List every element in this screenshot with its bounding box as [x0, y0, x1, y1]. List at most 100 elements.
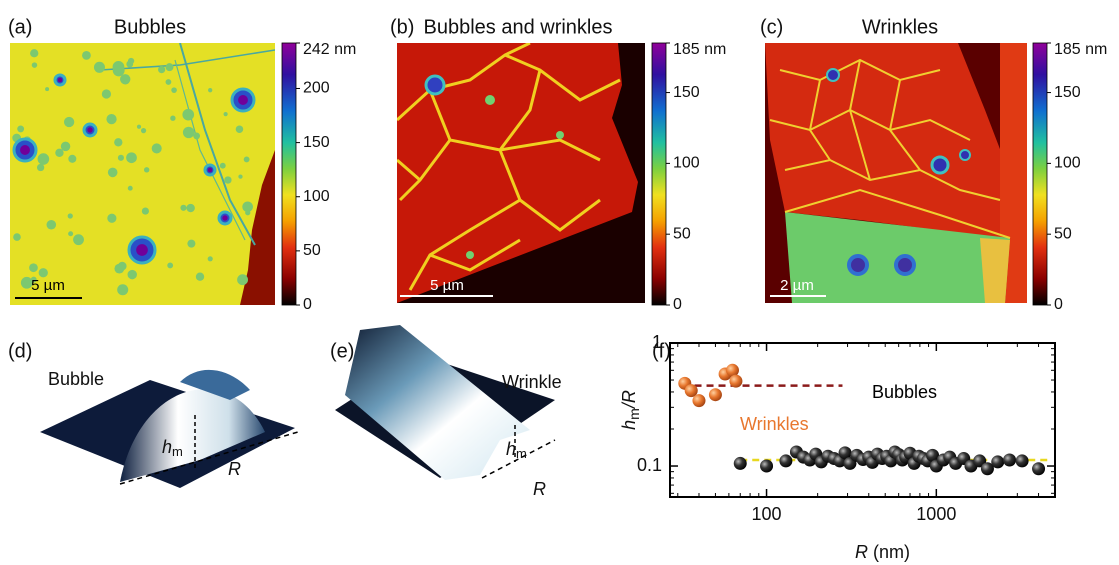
- panel-title: Wrinkles: [862, 16, 938, 38]
- bubble-spot: [166, 63, 174, 71]
- bubble-spot: [114, 264, 124, 274]
- bubble-spot: [68, 213, 73, 218]
- bubble-spot: [108, 168, 118, 178]
- height-label: hm: [506, 439, 527, 462]
- bubble-spot: [126, 61, 133, 68]
- bubble-core: [222, 215, 227, 220]
- colorbar-tick-label: 50: [303, 242, 321, 259]
- bubble-spot: [128, 186, 133, 191]
- bubble-spot: [180, 205, 186, 211]
- bubble-spot: [64, 117, 74, 127]
- data-point: [734, 457, 747, 470]
- scale-bar-label: 5 µm: [430, 277, 464, 294]
- bubble-spot: [118, 155, 124, 161]
- bubble-core: [238, 95, 248, 105]
- bubble-core: [208, 168, 213, 173]
- data-point: [692, 394, 705, 407]
- data-point: [1003, 453, 1016, 466]
- bubble-spot: [182, 109, 194, 121]
- data-point: [729, 375, 742, 388]
- colorbar-tick-label: 100: [303, 188, 330, 205]
- bubble-spot: [32, 62, 37, 67]
- bubble-spot: [220, 163, 226, 169]
- colorbar-tick-label: 200: [303, 80, 330, 97]
- colorbar-tick-label: 0: [673, 296, 682, 313]
- colorbar-tick-label: 0: [1054, 296, 1063, 313]
- panel-label: (a): [8, 16, 32, 38]
- colorbar-tick-label: 100: [673, 155, 700, 172]
- x-axis-symbol: R: [855, 542, 868, 562]
- bubble-spot: [114, 138, 122, 146]
- figure: (a)Bubbles5 µm242 nm200150100500(b)Bubbl…: [0, 0, 1119, 565]
- colorbar-tick-label: 0: [303, 296, 312, 313]
- radius-label: R: [228, 459, 241, 479]
- x-tick-label: 1000: [916, 504, 956, 524]
- colorbar-tick-label: 150: [673, 84, 700, 101]
- height-symbol: h: [162, 437, 172, 457]
- model-name: Wrinkle: [502, 372, 562, 392]
- radius-label: R: [533, 479, 546, 499]
- bubble-spot: [167, 262, 173, 268]
- data-point: [1016, 454, 1029, 467]
- colorbar: [652, 43, 666, 305]
- bubble-spot: [236, 125, 244, 133]
- bubble-spot: [106, 114, 116, 124]
- bubble-spot: [244, 156, 250, 162]
- colorbar-tick-label: 100: [1054, 155, 1081, 172]
- panel-label: (b): [390, 16, 414, 38]
- bubble-spot: [141, 128, 146, 133]
- bubble-spot: [82, 51, 91, 60]
- y-axis-subscript: m: [626, 408, 642, 420]
- colorbar-tick-label: 185 nm: [1054, 41, 1107, 58]
- bubble-spot: [186, 204, 194, 212]
- bubble-spot: [183, 127, 194, 138]
- bubble-spot: [208, 88, 212, 92]
- bubble-spot: [137, 125, 141, 129]
- bubble-spot: [37, 164, 44, 171]
- series-name: Bubbles: [872, 382, 937, 402]
- bubble-core: [136, 244, 148, 256]
- bubble-core: [87, 127, 92, 132]
- colorbar-tick-label: 150: [1054, 84, 1081, 101]
- bubble-spot: [120, 74, 130, 84]
- panel-label: (e): [330, 340, 354, 362]
- bubble-spot: [208, 256, 213, 261]
- panel-title: Bubbles: [114, 16, 186, 38]
- data-point: [760, 460, 773, 473]
- bubble-spot: [187, 240, 195, 248]
- afm-image-a: [10, 43, 275, 305]
- model-name: Bubble: [48, 369, 104, 389]
- x-tick-label: 100: [752, 504, 782, 524]
- bubble-spot: [158, 66, 165, 73]
- bubble-spot: [142, 208, 149, 215]
- bubble-spot: [94, 62, 105, 73]
- y-axis-label: hm/R: [619, 390, 642, 430]
- y-tick-label: 1: [652, 332, 662, 352]
- panel-label: (d): [8, 340, 32, 362]
- data-point: [991, 455, 1004, 468]
- afm-image-c: [765, 43, 1027, 303]
- scale-bar-label: 2 µm: [780, 277, 814, 294]
- x-axis-label: R (nm): [855, 542, 910, 562]
- bubble-spot: [17, 125, 24, 132]
- bubble-spot: [29, 263, 38, 272]
- bubble-spot: [38, 153, 50, 165]
- bubble-core: [20, 145, 30, 155]
- bubble-spot: [166, 79, 172, 85]
- series-name: Wrinkles: [740, 414, 809, 434]
- scale-bar-label: 5 µm: [31, 277, 65, 294]
- bubble-spot: [237, 274, 248, 285]
- bubble-spot: [245, 210, 250, 215]
- bubble-spot: [68, 155, 76, 163]
- height-subscript: m: [516, 446, 527, 461]
- y-axis-symbol: h: [619, 420, 639, 430]
- colorbar: [282, 43, 296, 305]
- colorbar-tick-label: 185 nm: [673, 41, 726, 58]
- bubble-spot: [152, 143, 162, 153]
- bubble-spot: [13, 233, 21, 241]
- panel-label: (c): [760, 16, 783, 38]
- bubble-spot: [224, 112, 228, 116]
- bubble-core: [58, 78, 63, 83]
- height-subscript: m: [172, 444, 183, 459]
- bubble-spot: [73, 234, 84, 245]
